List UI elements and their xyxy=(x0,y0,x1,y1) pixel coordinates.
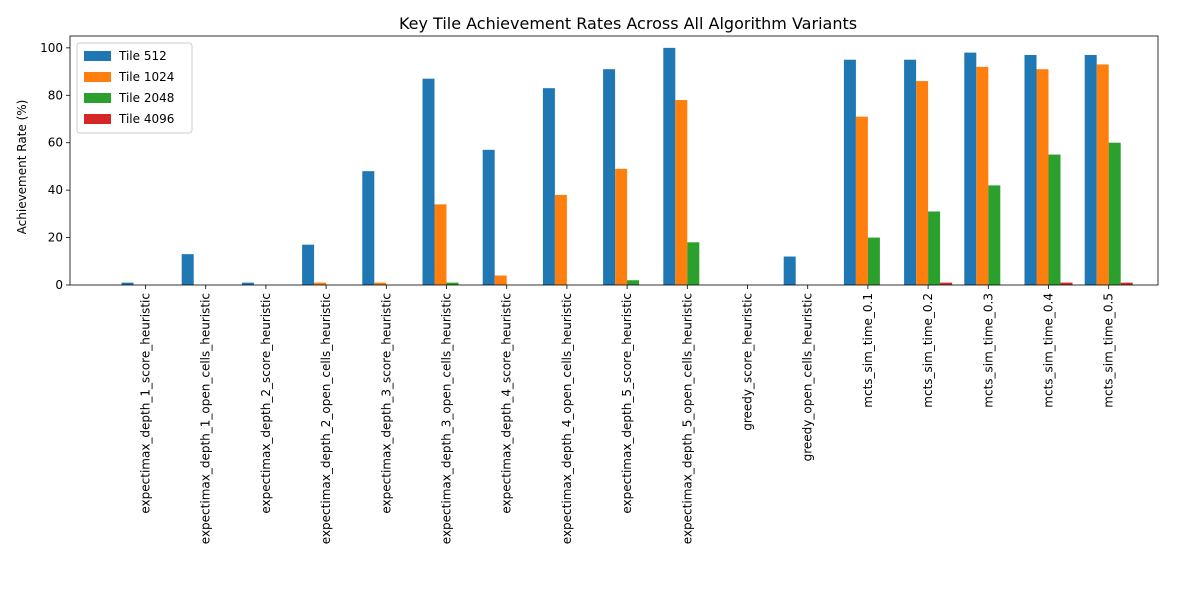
x-tick-label: expectimax_depth_2_score_heuristic xyxy=(259,293,273,514)
y-tick-label: 100 xyxy=(40,41,63,55)
x-tick-label: expectimax_depth_3_open_cells_heuristic xyxy=(440,293,454,544)
bar-1-4 xyxy=(302,244,315,285)
x-tick-label: expectimax_depth_1_score_heuristic xyxy=(139,293,153,514)
x-axis-ticks: expectimax_depth_1_score_heuristic expect… xyxy=(139,285,1116,544)
x-tick-label: expectimax_depth_4_score_heuristic xyxy=(500,293,514,514)
y-tick-label: 20 xyxy=(48,231,63,245)
bar-3-13 xyxy=(867,237,880,285)
x-tick-label: mcts_sim_time_0.5 xyxy=(1102,293,1116,408)
x-tick-label: expectimax_depth_3_score_heuristic xyxy=(379,293,393,514)
legend-entry: Tile 1024 xyxy=(118,70,174,84)
y-tick-label: 60 xyxy=(48,136,63,150)
bar-3-9 xyxy=(627,280,640,285)
bar-2-15 xyxy=(976,66,989,285)
bar-2-14 xyxy=(916,81,929,285)
chart-title: Key Tile Achievement Rates Across All Al… xyxy=(399,14,857,33)
x-tick-label: greedy_open_cells_heuristic xyxy=(801,293,815,461)
bar-1-6 xyxy=(422,78,435,285)
y-tick-label: 80 xyxy=(48,88,63,102)
x-tick-label: mcts_sim_time_0.2 xyxy=(921,293,935,408)
x-tick-label: mcts_sim_time_0.4 xyxy=(1042,293,1056,408)
bar-1-9 xyxy=(603,69,616,285)
bar-4-17 xyxy=(1120,282,1133,285)
bar-1-5 xyxy=(362,171,375,285)
y-tick-label: 40 xyxy=(48,183,63,197)
bar-1-3 xyxy=(241,282,254,285)
x-tick-label: mcts_sim_time_0.1 xyxy=(861,293,875,408)
bar-2-6 xyxy=(434,204,447,285)
bar-4-16 xyxy=(1060,282,1073,285)
y-tick-label: 0 xyxy=(55,278,63,292)
bar-1-12 xyxy=(783,256,796,285)
bar-1-14 xyxy=(904,59,917,286)
y-axis-label: Achievement Rate (%) xyxy=(15,100,29,235)
bar-2-8 xyxy=(554,194,567,285)
bar-2-9 xyxy=(615,168,628,285)
bar-1-17 xyxy=(1084,54,1097,285)
x-tick-label: expectimax_depth_5_open_cells_heuristic xyxy=(680,293,694,544)
y-axis-ticks: 0 20 40 60 80 100 xyxy=(40,41,70,292)
legend-swatch xyxy=(84,51,111,61)
bar-2-17 xyxy=(1096,64,1109,286)
bar-1-10 xyxy=(663,47,676,285)
bar-3-16 xyxy=(1048,154,1061,285)
x-tick-label: expectimax_depth_1_open_cells_heuristic xyxy=(199,293,213,544)
x-tick-label: expectimax_depth_2_open_cells_heuristic xyxy=(319,293,333,544)
bar-1-2 xyxy=(181,254,194,285)
bar-2-7 xyxy=(494,275,507,285)
bar-3-10 xyxy=(687,242,700,285)
bar-3-17 xyxy=(1108,142,1121,285)
bar-1-16 xyxy=(1024,54,1037,285)
bar-1-15 xyxy=(964,52,977,285)
bar-4-14 xyxy=(940,282,953,285)
legend-swatch xyxy=(84,72,111,82)
bar-2-16 xyxy=(1036,69,1049,285)
bar-2-4 xyxy=(314,282,327,285)
bar-3-6 xyxy=(446,282,459,285)
legend-entry: Tile 2048 xyxy=(118,91,174,105)
bar-2-13 xyxy=(855,116,868,285)
bar-2-5 xyxy=(374,282,387,285)
legend: Tile 512 Tile 1024 Tile 2048 Tile 4096 xyxy=(76,42,193,134)
bar-3-14 xyxy=(928,211,941,285)
bar-2-10 xyxy=(675,100,688,285)
legend-entry: Tile 4096 xyxy=(118,112,174,126)
plot-frame xyxy=(69,35,1159,286)
x-tick-label: expectimax_depth_4_open_cells_heuristic xyxy=(560,293,574,544)
bar-1-13 xyxy=(843,59,856,286)
legend-swatch xyxy=(84,114,111,124)
legend-swatch xyxy=(84,93,111,103)
x-tick-label: mcts_sim_time_0.3 xyxy=(981,293,995,408)
bar-1-1 xyxy=(121,282,134,285)
bar-1-7 xyxy=(482,149,495,285)
x-tick-label: expectimax_depth_5_score_heuristic xyxy=(620,293,634,514)
plot-area xyxy=(69,35,1159,286)
bar-3-15 xyxy=(988,185,1001,285)
x-tick-label: greedy_score_heuristic xyxy=(741,293,755,431)
bar-1-8 xyxy=(542,88,555,285)
legend-entry: Tile 512 xyxy=(118,49,167,63)
legend-box xyxy=(76,42,193,134)
